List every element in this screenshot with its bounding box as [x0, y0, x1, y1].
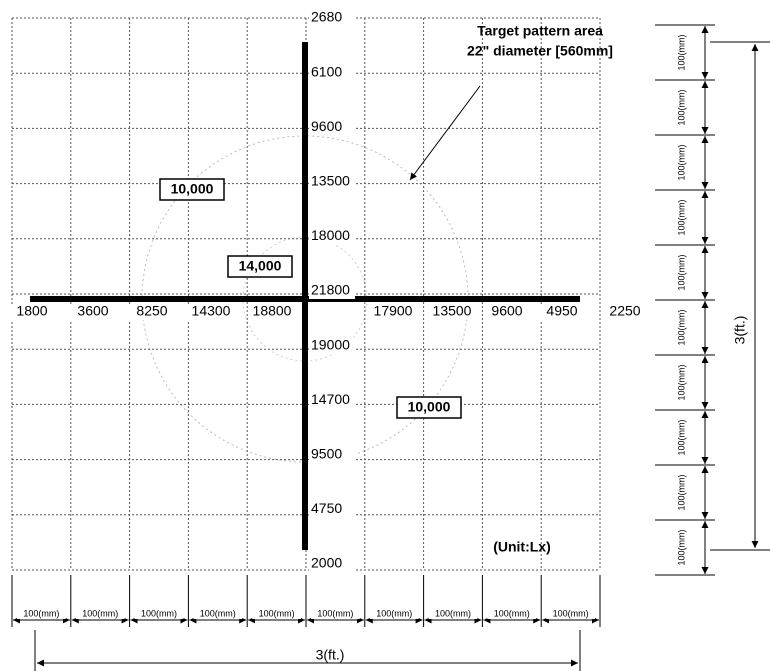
axis-label: 18800: [253, 303, 292, 319]
label-bg: [369, 608, 419, 619]
axis-label: 13500: [311, 173, 350, 189]
axis-label: 9600: [311, 118, 342, 134]
scale-label: 100(mm): [676, 34, 686, 70]
value-box: [159, 178, 225, 201]
label-bg: [311, 608, 360, 619]
total-label: 3(ft.): [732, 316, 748, 345]
label-bg: [601, 304, 649, 320]
label-bg: [187, 304, 235, 320]
label-bg: [248, 304, 296, 320]
value-box: [396, 396, 462, 419]
label-bg: [252, 608, 301, 619]
label-bg: [309, 337, 355, 354]
label-bg: [369, 304, 417, 320]
label-bg: [309, 446, 355, 463]
label-bg: [17, 608, 66, 619]
label-bg: [538, 304, 586, 320]
scale-label: 100(mm): [676, 144, 686, 180]
scale-label: 100(mm): [676, 474, 686, 510]
scale-label: 100(mm): [259, 608, 295, 618]
label-bg: [309, 64, 355, 81]
label-bg: [483, 304, 531, 320]
scale-label: 100(mm): [376, 608, 412, 618]
axis-label: 6100: [311, 63, 342, 79]
annotation-text: Target pattern area: [477, 23, 603, 39]
annotation-arrow: [409, 85, 481, 181]
label-bg: [309, 501, 355, 518]
axis-label: 9600: [491, 303, 522, 319]
horizontal-bar: [30, 296, 580, 302]
scale-label: 100(mm): [676, 529, 686, 565]
label-bg: [309, 283, 355, 299]
scale-label: 100(mm): [676, 364, 686, 400]
axis-label: 18000: [311, 227, 350, 243]
value-box-label: 14,000: [239, 258, 282, 274]
axis-label: 2250: [609, 303, 640, 319]
axis-label: 4750: [311, 500, 342, 516]
scale-label: 100(mm): [141, 608, 177, 618]
label-bg: [546, 608, 595, 619]
axis-label: 2680: [311, 9, 342, 25]
scale-label: 100(mm): [676, 199, 686, 235]
label-bg: [193, 608, 243, 619]
scale-label: 100(mm): [82, 608, 118, 618]
label-bg: [309, 10, 355, 26]
label-bg: [487, 608, 537, 619]
scale-label: 100(mm): [23, 608, 59, 618]
value-box-label: 10,000: [408, 399, 451, 415]
scale-label: 100(mm): [676, 419, 686, 455]
axis-label: 1800: [16, 303, 47, 319]
scale-label: 100(mm): [676, 254, 686, 290]
unit-label: (Unit:Lx): [493, 539, 551, 555]
axis-label: 14300: [192, 303, 231, 319]
annotation-text: 22" diameter [560mm]: [467, 43, 613, 59]
axis-label: 3600: [77, 303, 108, 319]
axis-label: 13500: [433, 303, 472, 319]
label-bg: [309, 392, 355, 409]
total-label: 3(ft.): [316, 647, 345, 663]
axis-label: 19000: [311, 336, 350, 352]
axis-label: 14700: [311, 391, 350, 407]
value-box: [227, 255, 293, 278]
scale-label: 100(mm): [676, 309, 686, 345]
axis-label: 2000: [311, 555, 342, 571]
scale-label: 100(mm): [553, 608, 589, 618]
axis-label: 4950: [546, 303, 577, 319]
scale-label: 100(mm): [200, 608, 236, 618]
label-bg: [428, 608, 478, 619]
scale-label: 100(mm): [676, 89, 686, 125]
label-bg: [309, 556, 355, 572]
axis-label: 17900: [374, 303, 413, 319]
value-box-label: 10,000: [171, 181, 214, 197]
label-bg: [309, 119, 355, 136]
label-bg: [428, 304, 476, 320]
label-bg: [75, 608, 125, 619]
label-bg: [8, 304, 56, 320]
label-bg: [134, 608, 184, 619]
axis-label: 8250: [136, 303, 167, 319]
scale-label: 100(mm): [317, 608, 353, 618]
axis-label: 9500: [311, 446, 342, 462]
label-bg: [309, 228, 355, 245]
scale-label: 100(mm): [435, 608, 471, 618]
label-bg: [69, 304, 117, 320]
scale-label: 100(mm): [494, 608, 530, 618]
axis-label: 21800: [311, 282, 350, 298]
label-bg: [309, 173, 355, 190]
label-bg: [128, 304, 176, 320]
